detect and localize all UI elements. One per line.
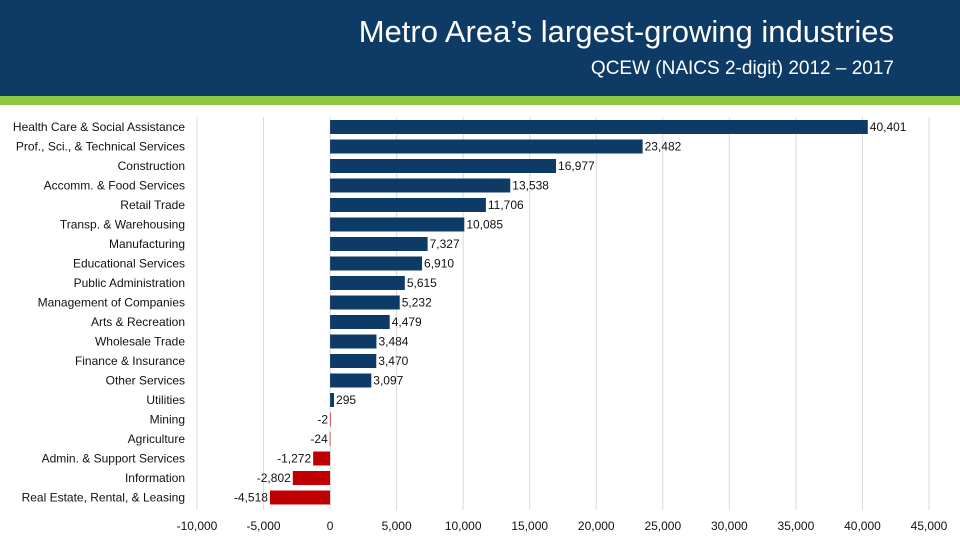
category-label: Retail Trade — [120, 198, 185, 212]
value-label: 13,538 — [512, 179, 549, 193]
x-tick-label: 15,000 — [511, 519, 548, 533]
category-label: Utilities — [146, 393, 185, 407]
category-label: Accomm. & Food Services — [44, 179, 185, 193]
bar — [330, 237, 428, 251]
x-tick-label: 35,000 — [778, 519, 815, 533]
bar — [330, 412, 331, 427]
x-tick-label: 40,000 — [844, 519, 881, 533]
bar — [330, 159, 557, 173]
value-label: 40,401 — [870, 120, 907, 134]
bar — [330, 178, 511, 193]
category-label: Wholesale Trade — [95, 335, 185, 349]
chart-title: Metro Area’s largest-growing industries — [358, 14, 894, 49]
bar-chart: 40,401 23,482 16,977 13,538 11,706 10,085 7,32… — [13, 117, 948, 533]
category-label: Health Care & Social Assistance — [13, 120, 185, 134]
value-label: 3,470 — [378, 354, 408, 368]
bar — [330, 373, 372, 388]
bar — [330, 334, 377, 349]
value-label: 295 — [336, 393, 356, 407]
category-label: Real Estate, Rental, & Leasing — [22, 491, 185, 505]
bar — [292, 471, 331, 485]
accent-stripe — [0, 96, 960, 105]
bar — [330, 354, 377, 368]
bar — [330, 276, 405, 290]
x-tick-label: 25,000 — [644, 519, 681, 533]
value-label: -2 — [317, 413, 328, 427]
value-label: 4,479 — [392, 315, 422, 329]
category-label: Mining — [150, 413, 185, 427]
category-labels: Health Care & Social Assistance Prof., Sc… — [13, 120, 185, 505]
value-label: 3,484 — [378, 335, 408, 349]
value-label: 7,327 — [430, 237, 460, 251]
x-axis-tick-labels: -10,000 -5,000 0 5,000 10,000 15,000 20,000 25,… — [177, 519, 948, 533]
bar — [330, 315, 390, 329]
category-label: Manufacturing — [109, 237, 185, 251]
bar — [330, 139, 643, 154]
category-label: Agriculture — [128, 432, 186, 446]
category-label: Prof., Sci., & Technical Services — [16, 140, 185, 154]
value-label: 3,097 — [373, 374, 403, 388]
x-tick-label: 10,000 — [445, 519, 482, 533]
category-label: Admin. & Support Services — [42, 452, 185, 466]
header-band — [0, 0, 960, 96]
bar — [330, 295, 400, 310]
category-label: Educational Services — [73, 257, 185, 271]
x-tick-label: 30,000 — [711, 519, 748, 533]
x-tick-label: -5,000 — [247, 519, 281, 533]
bar — [330, 393, 335, 407]
category-label: Finance & Insurance — [75, 354, 185, 368]
x-tick-label: 45,000 — [911, 519, 948, 533]
category-label: Other Services — [106, 374, 185, 388]
bar — [330, 198, 486, 212]
value-label: -2,802 — [257, 471, 291, 485]
chart-subtitle: QCEW (NAICS 2-digit) 2012 – 2017 — [590, 58, 894, 79]
category-label: Information — [125, 471, 185, 485]
value-label: 5,232 — [402, 296, 432, 310]
bar — [330, 217, 465, 232]
bar — [329, 432, 331, 446]
value-label: 5,615 — [407, 276, 437, 290]
x-tick-label: 20,000 — [578, 519, 615, 533]
value-label: 11,706 — [488, 198, 524, 212]
x-tick-label: 5,000 — [382, 519, 412, 533]
value-label: -1,272 — [277, 452, 311, 466]
bar — [269, 490, 331, 505]
bar — [330, 256, 423, 271]
category-label: Arts & Recreation — [91, 315, 185, 329]
value-label: -24 — [310, 432, 328, 446]
value-label: 16,977 — [558, 159, 595, 173]
bars — [269, 120, 868, 505]
bar — [313, 451, 331, 466]
bar — [330, 120, 868, 134]
x-tick-label: 0 — [327, 519, 334, 533]
value-labels: 40,401 23,482 16,977 13,538 11,706 10,085 7,32… — [234, 120, 907, 505]
category-label: Public Administration — [74, 276, 185, 290]
x-tick-label: -10,000 — [177, 519, 218, 533]
value-label: 23,482 — [645, 140, 682, 154]
category-label: Transp. & Warehousing — [60, 218, 185, 232]
category-label: Management of Companies — [38, 296, 185, 310]
category-label: Construction — [118, 159, 185, 173]
value-label: -4,518 — [234, 491, 268, 505]
value-label: 6,910 — [424, 257, 454, 271]
value-label: 10,085 — [466, 218, 503, 232]
